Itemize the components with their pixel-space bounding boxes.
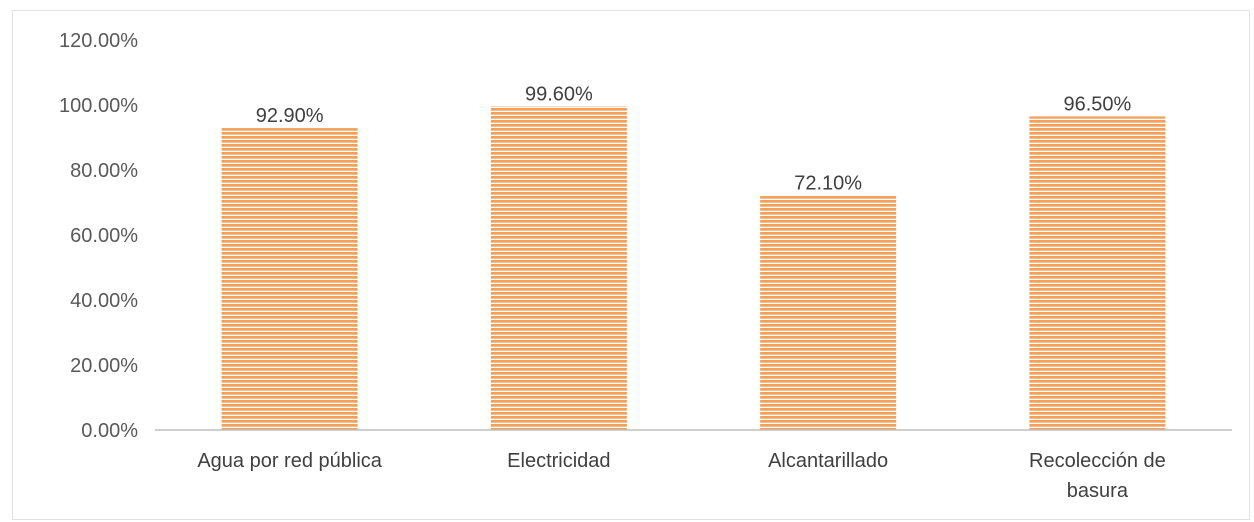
x-tick-label: Recolección de basura (1029, 450, 1166, 502)
data-label: 92.90% (256, 105, 324, 127)
data-label: 72.10% (794, 173, 862, 195)
y-axis: 0.00% 20.00% 40.00% 60.00% 80.00% 100.00% 120.… (59, 30, 138, 442)
y-tick-label: 100.00% (59, 95, 138, 117)
data-labels: 92.90% 99.60% 72.10% 96.50% (256, 83, 1132, 194)
x-axis: Agua por red pública Electricidad Alcantar… (197, 450, 1165, 502)
bar (760, 195, 897, 430)
bar (221, 128, 358, 430)
x-tick-label: Agua por red pública (197, 450, 382, 472)
x-tick-label: Electricidad (507, 450, 610, 472)
y-tick-label: 60.00% (70, 225, 138, 247)
y-tick-label: 20.00% (70, 355, 138, 377)
bar (490, 106, 627, 431)
data-label: 99.60% (525, 83, 593, 105)
y-tick-label: 0.00% (81, 420, 138, 442)
bars (221, 106, 1166, 431)
bar (1029, 116, 1166, 430)
y-tick-label: 80.00% (70, 160, 138, 182)
x-tick-label: Alcantarillado (768, 450, 888, 472)
y-tick-label: 120.00% (59, 30, 138, 52)
y-tick-label: 40.00% (70, 290, 138, 312)
data-label: 96.50% (1063, 93, 1131, 115)
